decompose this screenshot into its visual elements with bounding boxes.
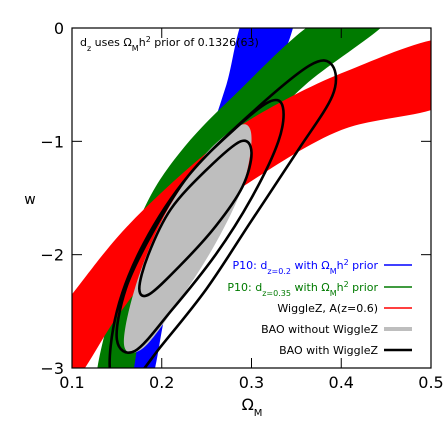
plot-area (72, 28, 431, 368)
x-tick-label: 0.4 (329, 373, 354, 392)
legend-label: P10: dz=0.2 with ΩMh2 prior (233, 258, 379, 276)
legend-label: BAO with WiggleZ (279, 344, 378, 357)
x-tick-label: 0.2 (149, 373, 174, 392)
x-tick-label: 0.5 (418, 373, 443, 392)
x-axis-label: ΩM (242, 395, 263, 419)
legend-label: P10: dz=0.35 with ΩMh2 prior (227, 280, 378, 298)
y-tick-label: −3 (40, 359, 64, 378)
y-tick-label: −1 (40, 132, 64, 151)
annotation: dz uses ΩMh2 prior of 0.1326(63) (80, 35, 259, 53)
y-axis-label: w (24, 192, 35, 208)
region (123, 124, 252, 354)
x-tick-label: 0.3 (239, 373, 264, 392)
contour (108, 59, 338, 368)
region (72, 40, 431, 368)
legend-label: WiggleZ, A(z=0.6) (277, 302, 378, 315)
legend-label: BAO without WiggleZ (261, 323, 378, 336)
legend: P10: dz=0.2 with ΩMh2 prior P10: dz=0.35… (227, 258, 412, 357)
y-tick-label: −2 (40, 246, 64, 265)
y-tick-label: 0 (54, 19, 64, 38)
x-tick-label: 0.1 (59, 373, 84, 392)
